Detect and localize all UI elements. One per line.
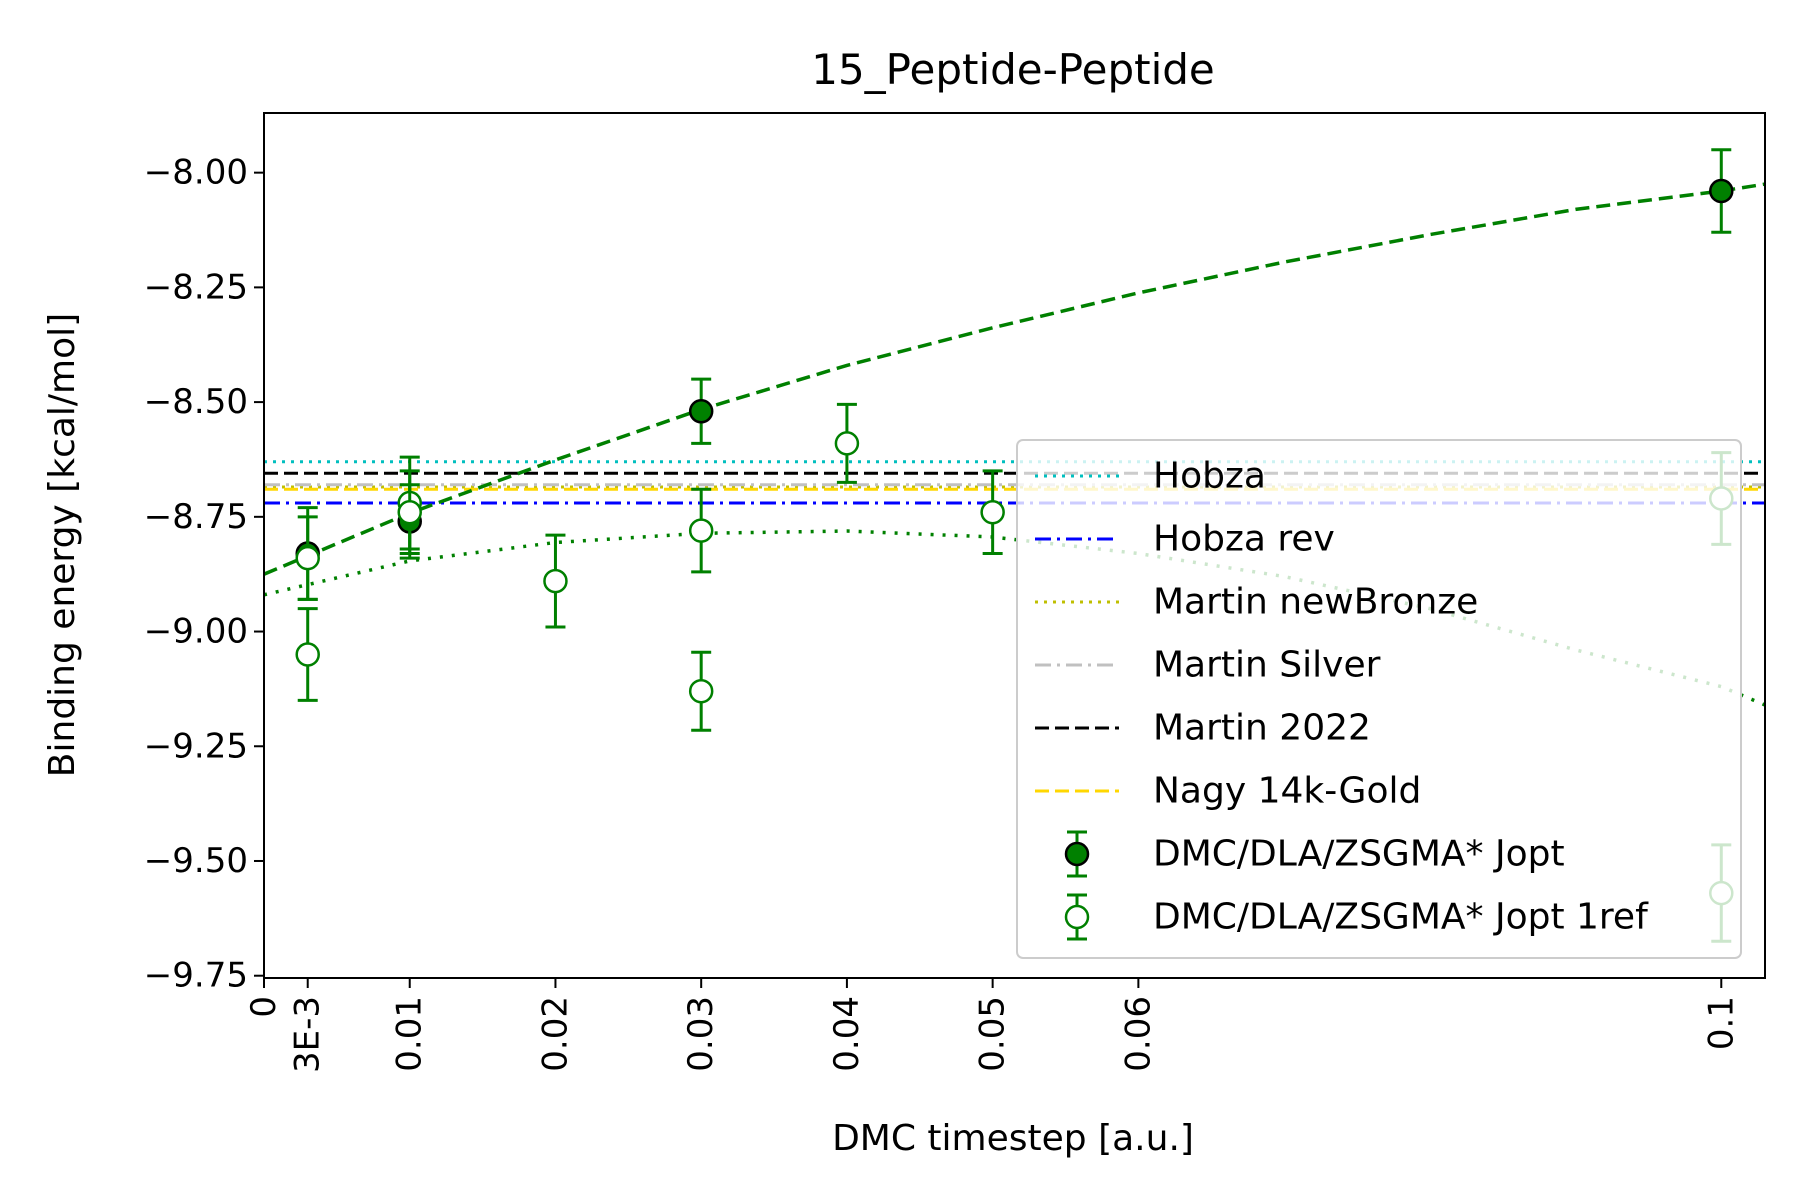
- x-tick-label-8: 0.06: [1118, 996, 1158, 1072]
- x-tick-label-5: 0.03: [681, 996, 721, 1072]
- x-axis: 0 3E-3 0.01 0.02 0.03 0.04 0.05 0.06 0.1: [244, 978, 1741, 1073]
- y-axis-label: Binding energy [kcal/mol]: [42, 313, 83, 777]
- plot-area: [263, 112, 1766, 979]
- series-2-point-2-marker: [295, 642, 320, 667]
- legend: Hobza Hobza rev Martin newBronze Martin Sil…: [1016, 439, 1742, 959]
- series-2-point-1-marker: [295, 545, 320, 571]
- y-tick-label-4: −8.75: [144, 497, 248, 537]
- legend-item-martin-2022-label: Martin 2022: [1153, 708, 1371, 749]
- series-2-point-4-marker: [397, 499, 422, 525]
- x-tick-label-9: 0.1: [1701, 996, 1741, 1050]
- legend-item-dmc-dla-zsgma-jopt-1ref-marker: [1064, 904, 1090, 930]
- legend-box: [1016, 439, 1742, 959]
- fit-curves: [264, 182, 1765, 707]
- series-2-point-5-marker: [543, 568, 568, 594]
- x-tick-label-6: 0.04: [827, 996, 867, 1072]
- legend-item-hobza-rev-label: Hobza rev: [1153, 519, 1335, 560]
- x-tick-label-4: 0.02: [535, 996, 575, 1072]
- plot-frame: [263, 112, 1766, 979]
- y-axis: −8.00 −8.25 −8.50 −8.75 −9.00 −9.25 −9.50 −9.75: [144, 153, 264, 996]
- x-axis-label: DMC timestep [a.u.]: [832, 1118, 1194, 1159]
- series-2-point-6-marker: [688, 518, 714, 543]
- y-tick-label-6: −9.25: [144, 726, 248, 766]
- y-tick-label-8: −9.75: [144, 956, 248, 996]
- legend-item-martin-newbronze-label: Martin newBronze: [1153, 582, 1478, 623]
- series-2-point-9-marker: [980, 499, 1005, 525]
- y-tick-label-3: −8.50: [144, 382, 248, 422]
- series-1-point-3-marker: [688, 399, 714, 424]
- series-1-point-4-marker: [1709, 178, 1734, 204]
- legend-item-nagy-14k-gold-label: Nagy 14k-Gold: [1153, 771, 1421, 812]
- chart-title: 15_Peptide-Peptide: [811, 45, 1215, 94]
- x-tick-label-1: 0: [244, 996, 284, 1018]
- legend-item-dmc-dla-zsgma-jopt-label: DMC/DLA/ZSGMA* Jopt: [1153, 834, 1565, 875]
- x-tick-label-7: 0.05: [973, 996, 1013, 1072]
- y-tick-label-2: −8.25: [144, 267, 248, 307]
- fit-curve-1: [264, 182, 1765, 576]
- legend-item-dmc-dla-zsgma-jopt-marker: [1064, 841, 1090, 867]
- x-tick-label-2: 3E-3: [288, 996, 328, 1073]
- legend-item-hobza-label: Hobza: [1153, 456, 1266, 497]
- legend-item-dmc-dla-zsgma-jopt-1ref-label: DMC/DLA/ZSGMA* Jopt 1ref: [1153, 897, 1649, 938]
- y-tick-label-1: −8.00: [144, 153, 248, 193]
- y-tick-label-5: −9.00: [144, 612, 248, 652]
- x-tick-label-3: 0.01: [390, 996, 430, 1072]
- series-2-point-7-marker: [688, 678, 714, 704]
- legend-item-martin-silver-label: Martin Silver: [1153, 645, 1381, 686]
- series-2-point-8-marker: [834, 431, 860, 456]
- y-tick-label-7: −9.50: [144, 841, 248, 881]
